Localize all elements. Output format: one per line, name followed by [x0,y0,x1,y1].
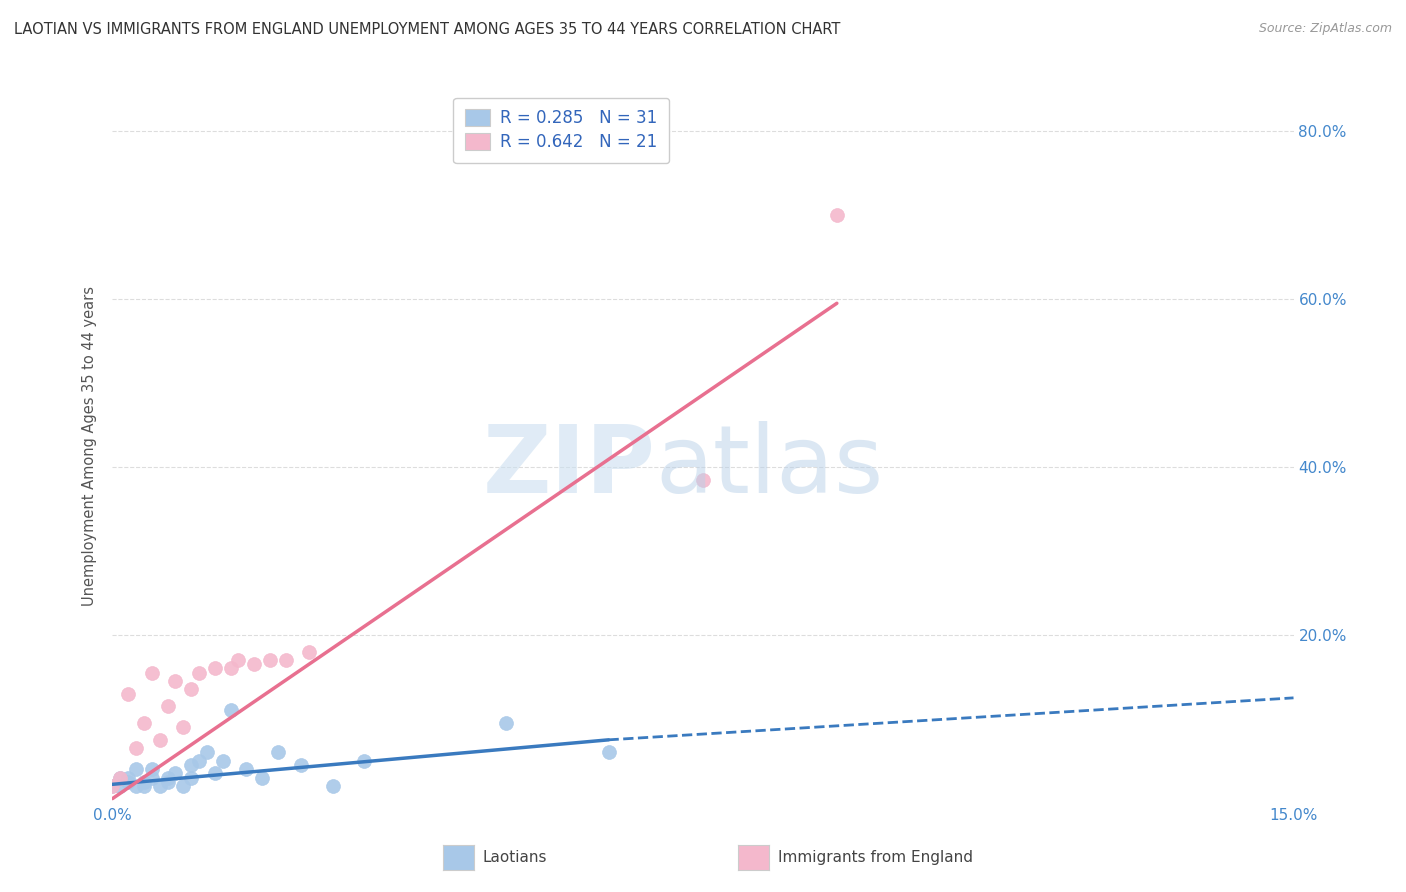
Point [156,699,179,714]
Point [149,732,172,747]
Point [692,473,714,487]
Point [188,754,211,768]
Point [219,703,242,717]
Point [141,665,163,680]
Point [165,674,187,689]
Point [110,771,132,785]
Point [243,657,266,672]
Point [188,665,211,680]
Point [204,661,226,675]
Point [125,779,148,793]
Point [598,746,620,760]
Point [290,758,312,772]
Point [228,653,250,667]
Point [101,779,124,793]
Point [132,774,155,789]
Point [141,762,163,776]
Point [117,687,139,701]
Point [180,758,202,772]
Point [322,779,344,793]
Text: atlas: atlas [655,421,884,514]
Point [267,746,290,760]
Text: Immigrants from England: Immigrants from England [778,850,973,864]
Point [172,720,194,734]
Point [101,779,124,793]
Point [132,779,155,793]
Text: ZIP: ZIP [482,421,655,514]
Point [132,716,155,731]
Point [219,661,242,675]
Point [274,653,297,667]
Point [298,645,321,659]
Point [825,208,848,222]
Text: Source: ZipAtlas.com: Source: ZipAtlas.com [1258,22,1392,36]
Point [353,754,375,768]
Point [125,741,148,756]
Point [250,771,273,785]
Point [156,774,179,789]
Point [195,746,218,760]
Point [165,766,187,780]
Y-axis label: Unemployment Among Ages 35 to 44 years: Unemployment Among Ages 35 to 44 years [82,286,97,606]
Point [110,771,132,785]
Point [259,653,281,667]
Point [495,716,517,731]
Point [156,771,179,785]
Point [117,771,139,785]
Point [125,762,148,776]
Legend: R = 0.285   N = 31, R = 0.642   N = 21: R = 0.285 N = 31, R = 0.642 N = 21 [454,97,669,163]
Point [149,779,172,793]
Point [235,762,257,776]
Point [117,774,139,789]
Text: Laotians: Laotians [482,850,547,864]
Point [141,771,163,785]
Point [204,766,226,780]
Point [110,779,132,793]
Point [180,682,202,697]
Point [172,779,194,793]
Point [180,771,202,785]
Point [211,754,233,768]
Text: LAOTIAN VS IMMIGRANTS FROM ENGLAND UNEMPLOYMENT AMONG AGES 35 TO 44 YEARS CORREL: LAOTIAN VS IMMIGRANTS FROM ENGLAND UNEMP… [14,22,841,37]
